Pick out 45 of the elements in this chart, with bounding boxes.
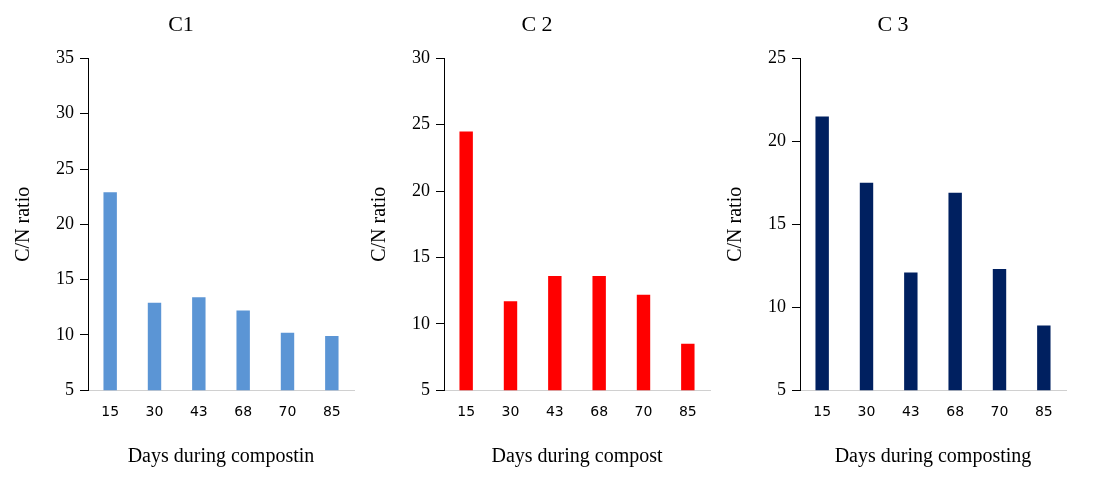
y-tick-label: 35 <box>56 47 74 68</box>
y-tick-label: 10 <box>56 323 74 344</box>
x-tick-label: 70 <box>990 403 1009 420</box>
x-tick-label: 85 <box>678 403 697 420</box>
y-tick-label: 20 <box>412 179 430 200</box>
x-tick-label: 30 <box>145 403 164 420</box>
x-tick-label: 70 <box>278 403 297 420</box>
x-axis-title: Days during compost <box>491 444 663 468</box>
y-tick-label: 15 <box>412 246 430 267</box>
y-tick-label: 25 <box>768 47 786 68</box>
chart-title: C 3 <box>877 10 909 36</box>
y-tick-label: 10 <box>412 312 430 333</box>
x-tick-label: 43 <box>901 403 920 420</box>
y-tick-label: 25 <box>412 113 430 134</box>
chart-title: C1 <box>168 10 194 36</box>
y-tick-label: 5 <box>65 378 74 399</box>
chart-title: C 2 <box>521 10 553 36</box>
y-tick-label: 15 <box>56 268 74 289</box>
x-tick-label: 15 <box>813 403 832 420</box>
x-tick-label: 68 <box>946 403 965 420</box>
x-tick-label: 85 <box>322 403 341 420</box>
x-tick-label: 68 <box>590 403 609 420</box>
x-tick-label: 30 <box>857 403 876 420</box>
y-tick-label: 20 <box>56 213 74 234</box>
y-tick-label: 5 <box>421 378 430 399</box>
y-tick-label: 30 <box>56 102 74 123</box>
x-tick-label: 85 <box>1034 403 1053 420</box>
x-tick-label: 68 <box>234 403 253 420</box>
y-tick-label: 25 <box>56 157 74 178</box>
x-tick-label: 43 <box>189 403 208 420</box>
y-tick-label: 5 <box>777 378 786 399</box>
y-axis-title: C/N ratio <box>11 186 34 262</box>
y-axis-title: C/N ratio <box>367 186 390 262</box>
x-tick-label: 15 <box>457 403 476 420</box>
x-tick-label: 70 <box>634 403 653 420</box>
y-tick-label: 10 <box>768 295 786 316</box>
x-tick-label: 43 <box>545 403 564 420</box>
y-tick-label: 15 <box>768 213 786 234</box>
x-axis-title: Days during composting <box>834 444 1032 468</box>
x-tick-label: 15 <box>101 403 120 420</box>
y-tick-label: 20 <box>768 130 786 151</box>
x-axis-title: Days during compostin <box>127 444 315 468</box>
x-tick-label: 30 <box>501 403 520 420</box>
y-tick-label: 30 <box>412 47 430 68</box>
y-axis-title: C/N ratio <box>723 186 746 262</box>
